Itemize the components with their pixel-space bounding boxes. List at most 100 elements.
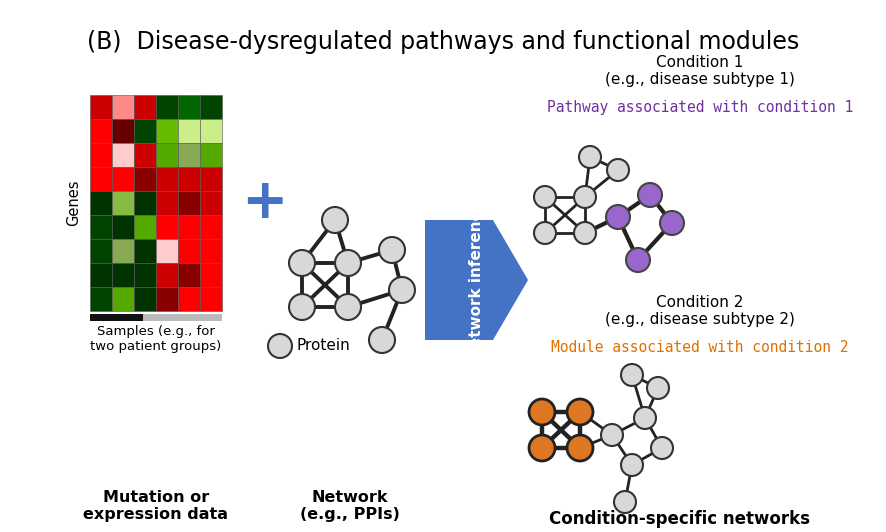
- Bar: [112, 191, 134, 215]
- Bar: [156, 95, 178, 119]
- Bar: [178, 143, 199, 167]
- Bar: [156, 215, 178, 239]
- Circle shape: [620, 454, 642, 476]
- Bar: [112, 119, 134, 143]
- Circle shape: [605, 205, 629, 229]
- Bar: [112, 143, 134, 167]
- Bar: [199, 119, 222, 143]
- Circle shape: [533, 222, 556, 244]
- Bar: [89, 314, 143, 321]
- Circle shape: [566, 399, 593, 425]
- Bar: [89, 119, 112, 143]
- Bar: [178, 215, 199, 239]
- Circle shape: [606, 159, 628, 181]
- Bar: [134, 167, 156, 191]
- Bar: [89, 167, 112, 191]
- Bar: [134, 263, 156, 287]
- Text: Mutation or
expression data: Mutation or expression data: [83, 490, 229, 522]
- Bar: [156, 239, 178, 263]
- Circle shape: [637, 183, 661, 207]
- Bar: [112, 263, 134, 287]
- Bar: [199, 239, 222, 263]
- Bar: [134, 95, 156, 119]
- Text: Samples (e.g., for
two patient groups): Samples (e.g., for two patient groups): [90, 325, 222, 353]
- Text: Condition-specific networks: Condition-specific networks: [549, 510, 810, 528]
- Circle shape: [566, 435, 593, 461]
- Circle shape: [335, 250, 361, 276]
- Bar: [156, 263, 178, 287]
- Circle shape: [289, 294, 315, 320]
- Bar: [199, 287, 222, 311]
- Text: Network inference: Network inference: [469, 201, 484, 360]
- Bar: [112, 239, 134, 263]
- Text: Protein: Protein: [297, 338, 350, 353]
- Bar: [89, 215, 112, 239]
- Bar: [178, 191, 199, 215]
- Text: Pathway associated with condition 1: Pathway associated with condition 1: [547, 100, 852, 115]
- Circle shape: [378, 237, 405, 263]
- Circle shape: [268, 334, 291, 358]
- Bar: [134, 215, 156, 239]
- Bar: [89, 263, 112, 287]
- Circle shape: [369, 327, 394, 353]
- Bar: [156, 119, 178, 143]
- Bar: [199, 95, 222, 119]
- Bar: [134, 287, 156, 311]
- Bar: [112, 167, 134, 191]
- Circle shape: [601, 424, 622, 446]
- Bar: [178, 167, 199, 191]
- Circle shape: [335, 294, 361, 320]
- Bar: [156, 143, 178, 167]
- Bar: [112, 287, 134, 311]
- Text: Module associated with condition 2: Module associated with condition 2: [550, 340, 848, 355]
- Bar: [178, 119, 199, 143]
- Text: Condition 2
(e.g., disease subtype 2): Condition 2 (e.g., disease subtype 2): [604, 295, 794, 327]
- Circle shape: [289, 250, 315, 276]
- Bar: [178, 239, 199, 263]
- Circle shape: [613, 491, 635, 513]
- Circle shape: [620, 364, 642, 386]
- Circle shape: [646, 377, 668, 399]
- Circle shape: [528, 435, 555, 461]
- Circle shape: [633, 407, 656, 429]
- Bar: [89, 95, 112, 119]
- Text: (B)  Disease-dysregulated pathways and functional modules: (B) Disease-dysregulated pathways and fu…: [87, 30, 798, 54]
- Bar: [156, 287, 178, 311]
- Text: +: +: [240, 176, 287, 230]
- Polygon shape: [424, 220, 527, 340]
- Circle shape: [389, 277, 415, 303]
- Bar: [112, 95, 134, 119]
- Bar: [89, 239, 112, 263]
- Bar: [178, 95, 199, 119]
- Bar: [143, 314, 222, 321]
- Circle shape: [573, 186, 595, 208]
- Circle shape: [650, 437, 672, 459]
- Bar: [178, 263, 199, 287]
- Text: Genes: Genes: [66, 180, 82, 226]
- Bar: [112, 215, 134, 239]
- Circle shape: [573, 222, 595, 244]
- Circle shape: [579, 146, 601, 168]
- Text: Network
(e.g., PPIs): Network (e.g., PPIs): [299, 490, 400, 522]
- Bar: [89, 191, 112, 215]
- Bar: [134, 239, 156, 263]
- Bar: [134, 119, 156, 143]
- Bar: [89, 143, 112, 167]
- Bar: [134, 143, 156, 167]
- Bar: [89, 287, 112, 311]
- Bar: [199, 143, 222, 167]
- Circle shape: [322, 207, 347, 233]
- Bar: [134, 191, 156, 215]
- Bar: [178, 287, 199, 311]
- Circle shape: [659, 211, 683, 235]
- Bar: [199, 167, 222, 191]
- Bar: [156, 167, 178, 191]
- Circle shape: [533, 186, 556, 208]
- Bar: [156, 191, 178, 215]
- Bar: [199, 263, 222, 287]
- Circle shape: [528, 399, 555, 425]
- Text: Condition 1
(e.g., disease subtype 1): Condition 1 (e.g., disease subtype 1): [604, 55, 794, 87]
- Bar: [199, 191, 222, 215]
- Circle shape: [626, 248, 649, 272]
- Bar: [199, 215, 222, 239]
